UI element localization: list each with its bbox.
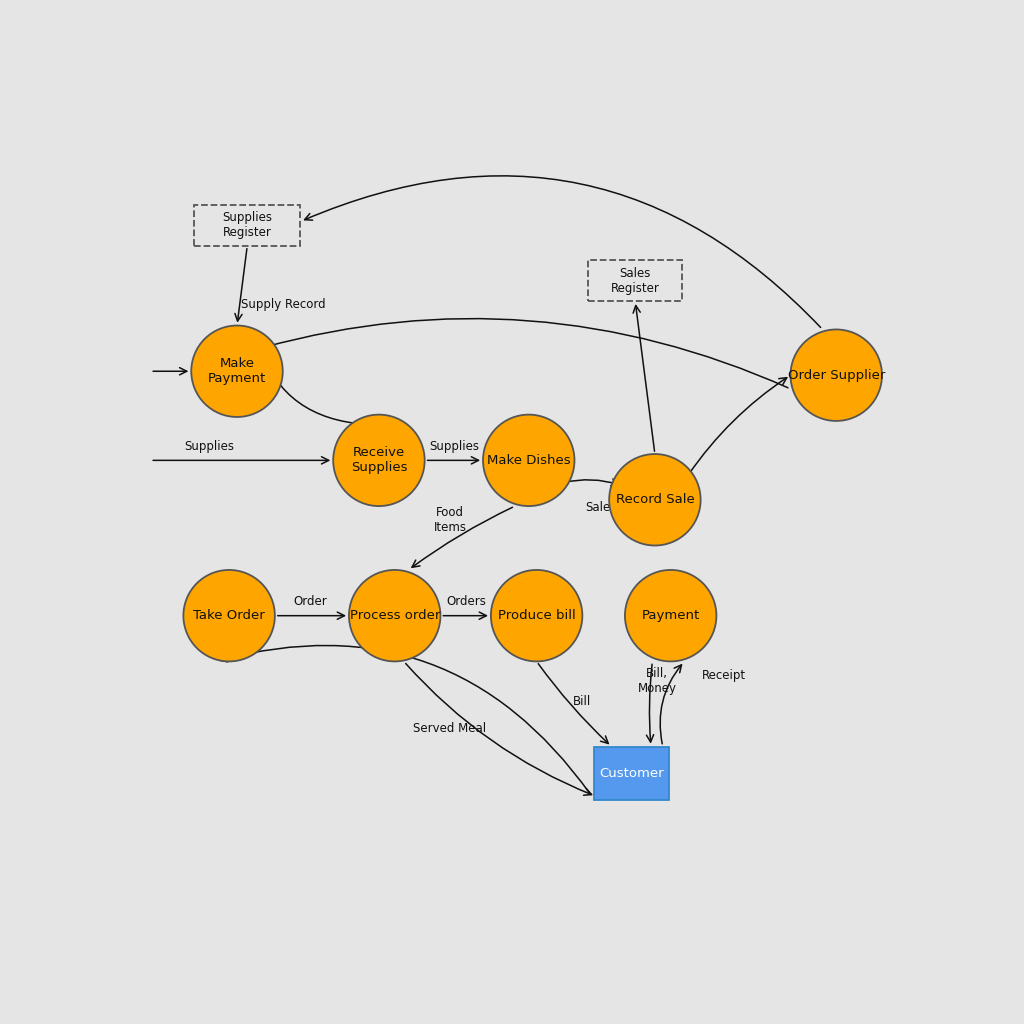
- Circle shape: [791, 330, 882, 421]
- Text: Payment: Payment: [642, 609, 699, 623]
- FancyArrowPatch shape: [406, 664, 592, 796]
- Text: Supply Record: Supply Record: [241, 298, 326, 311]
- Text: Order Supplier: Order Supplier: [787, 369, 885, 382]
- Bar: [194, 205, 300, 246]
- FancyArrowPatch shape: [539, 664, 608, 743]
- Circle shape: [333, 415, 425, 506]
- FancyArrowPatch shape: [220, 645, 590, 794]
- Circle shape: [490, 570, 583, 662]
- Text: Receipt: Receipt: [701, 669, 745, 682]
- Text: Customer: Customer: [599, 767, 664, 780]
- Text: Record Sale: Record Sale: [615, 494, 694, 506]
- Text: Sales: Sales: [586, 501, 617, 514]
- Text: Take Order: Take Order: [194, 609, 265, 623]
- Circle shape: [183, 570, 274, 662]
- Text: Bill: Bill: [572, 694, 591, 708]
- Text: Supplies: Supplies: [429, 440, 479, 453]
- Text: Supplies: Supplies: [184, 440, 234, 453]
- FancyArrowPatch shape: [660, 665, 682, 743]
- FancyArrowPatch shape: [563, 479, 618, 485]
- FancyArrowPatch shape: [412, 507, 513, 567]
- Circle shape: [349, 570, 440, 662]
- Text: Order: Order: [294, 595, 328, 608]
- Text: Supplies
Register: Supplies Register: [222, 211, 272, 240]
- Text: Process order: Process order: [349, 609, 440, 623]
- FancyArrowPatch shape: [688, 378, 786, 474]
- Text: Make
Payment: Make Payment: [208, 357, 266, 385]
- Text: Sales
Register: Sales Register: [610, 266, 659, 295]
- Circle shape: [609, 454, 700, 546]
- Text: Food
Items: Food Items: [433, 506, 466, 535]
- Text: Produce bill: Produce bill: [498, 609, 575, 623]
- Circle shape: [483, 415, 574, 506]
- Bar: [588, 260, 683, 301]
- FancyArrowPatch shape: [256, 339, 356, 424]
- Bar: [594, 746, 669, 800]
- Circle shape: [625, 570, 717, 662]
- Text: Make Dishes: Make Dishes: [487, 454, 570, 467]
- Circle shape: [191, 326, 283, 417]
- Text: Orders: Orders: [446, 595, 486, 608]
- Text: Bill,
Money: Bill, Money: [638, 668, 677, 695]
- FancyArrowPatch shape: [264, 318, 788, 388]
- FancyArrowPatch shape: [304, 176, 820, 328]
- Text: Served Meal: Served Meal: [414, 722, 486, 734]
- FancyArrowPatch shape: [646, 665, 653, 742]
- Text: Receive
Supplies: Receive Supplies: [350, 446, 408, 474]
